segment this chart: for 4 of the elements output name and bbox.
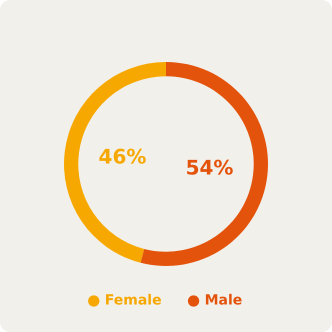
legend-label: Male bbox=[204, 292, 242, 309]
data-label: 46% bbox=[98, 144, 146, 169]
legend-label: Female bbox=[104, 292, 162, 309]
data-label: 54% bbox=[186, 156, 234, 180]
